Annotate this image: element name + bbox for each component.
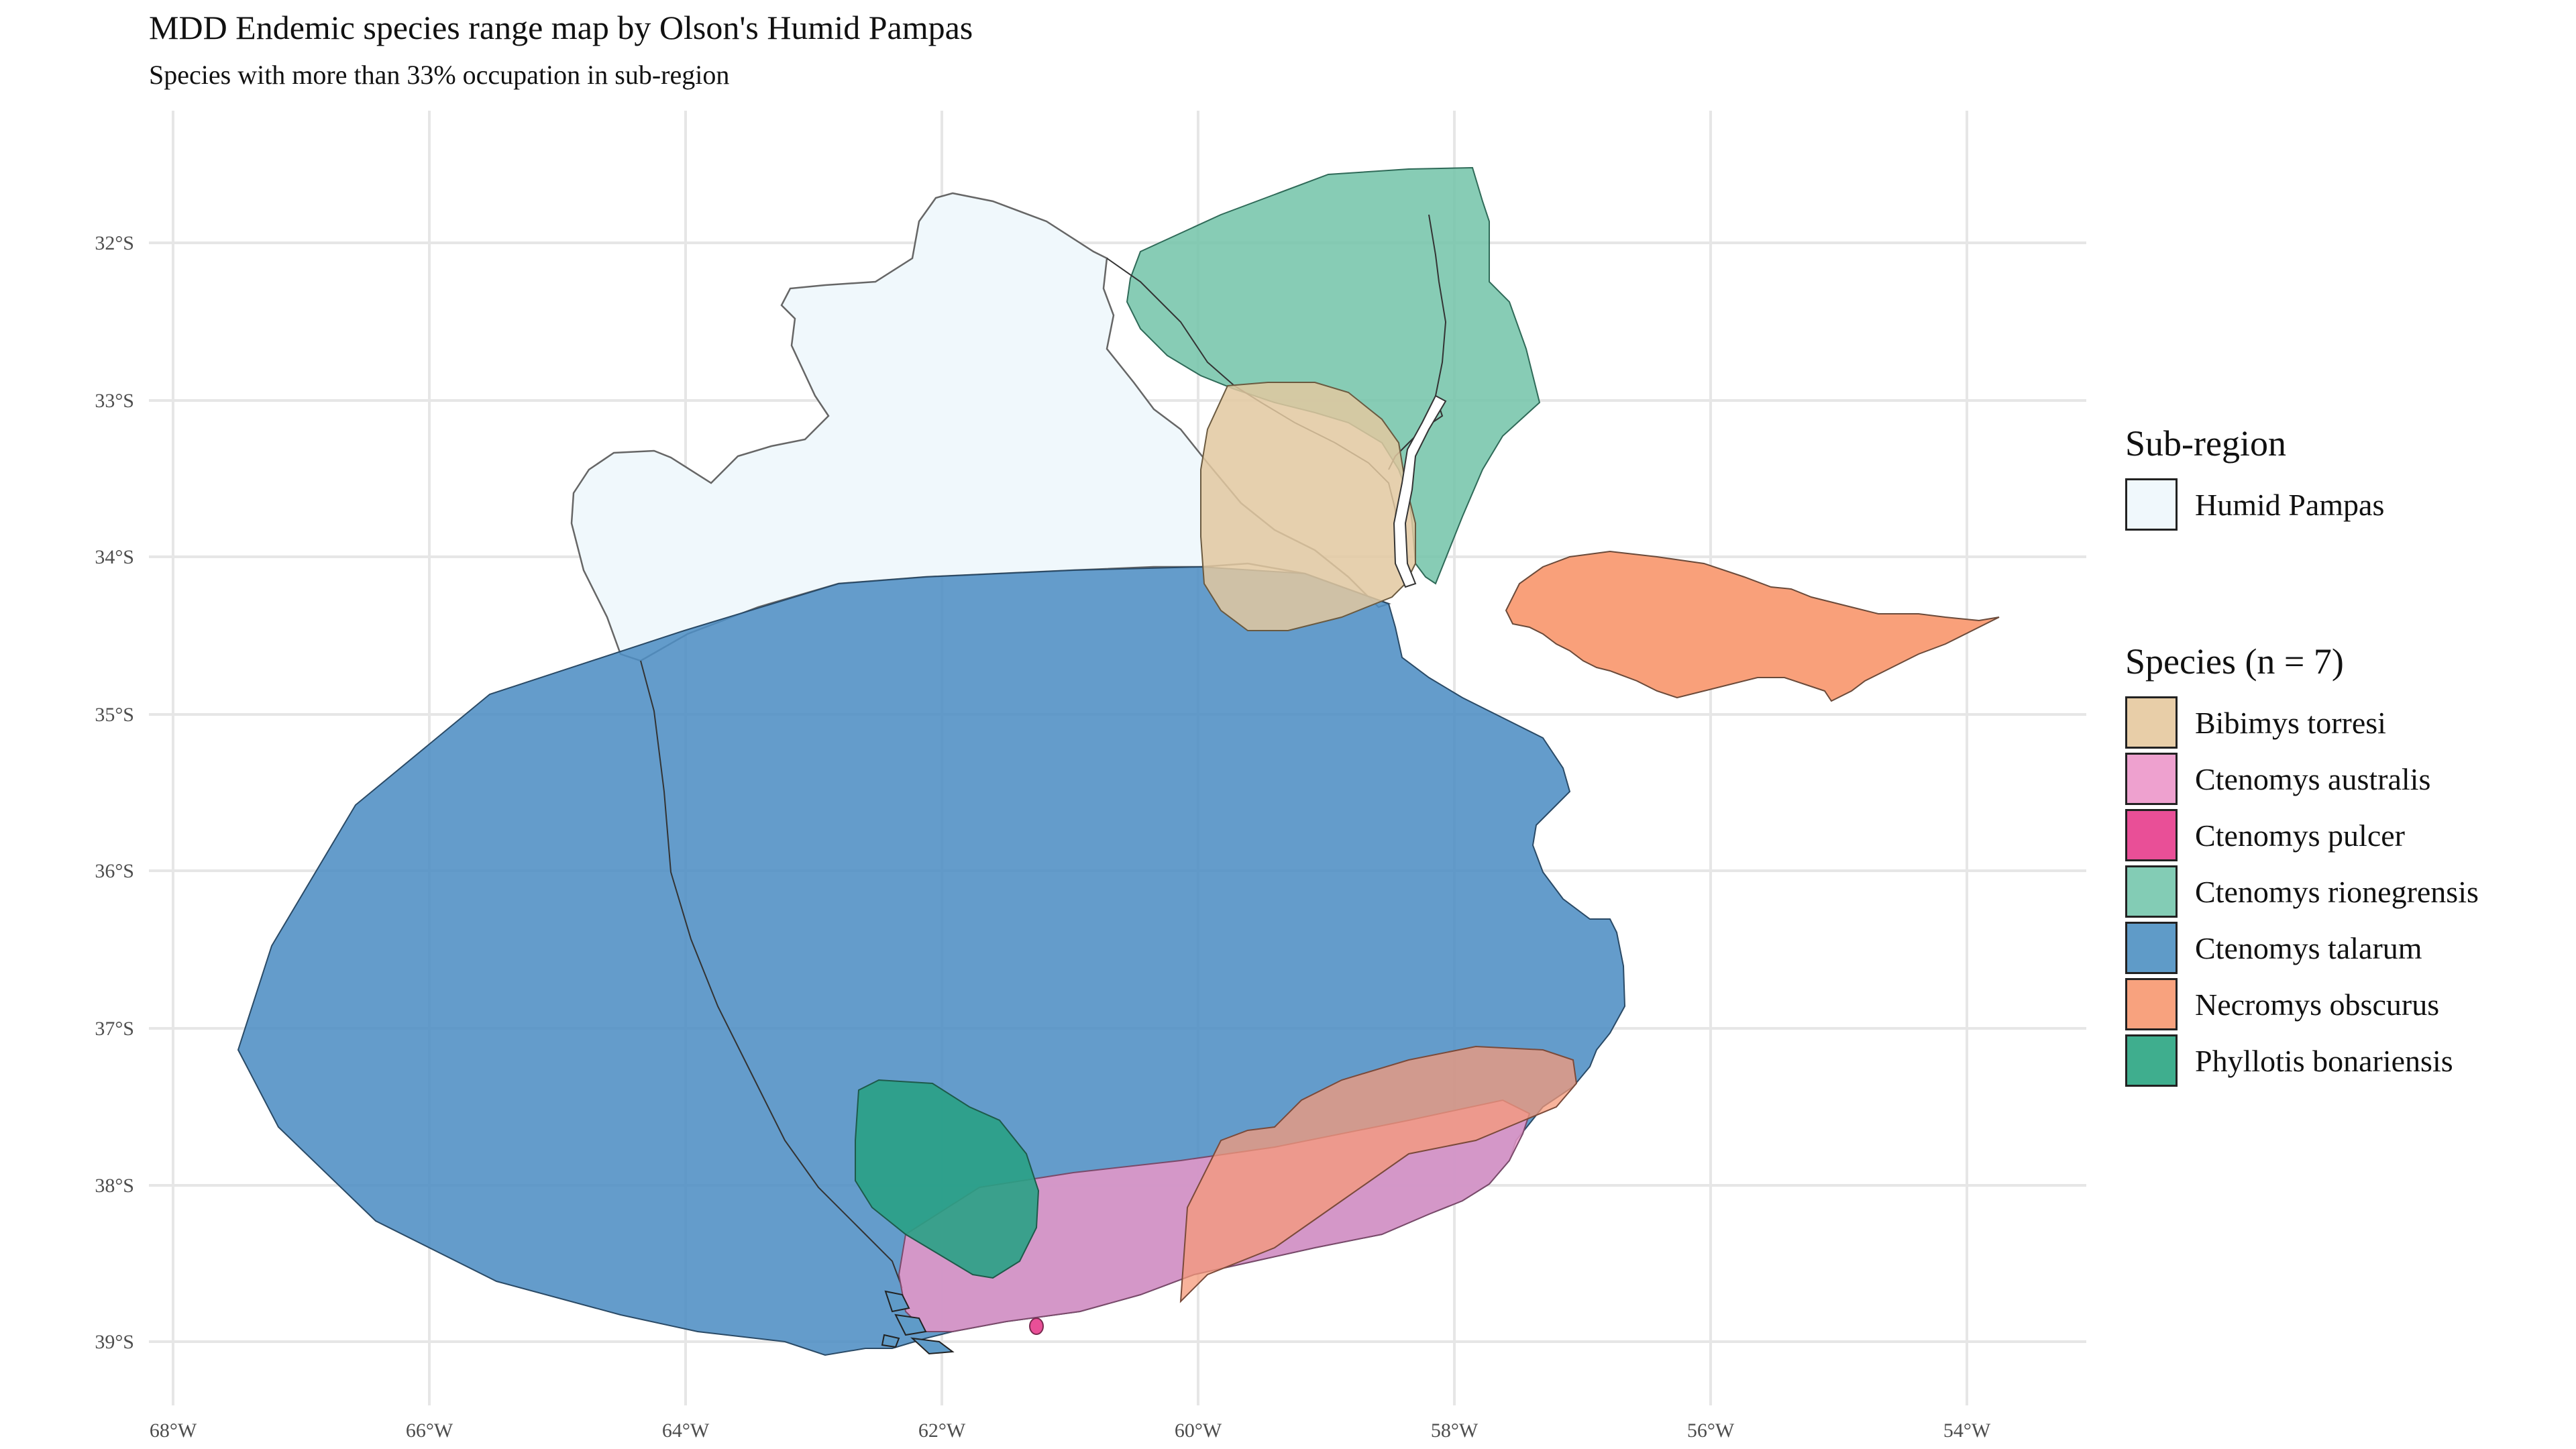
lat-tick-label: 39°S xyxy=(95,1331,134,1353)
legend-label: Phyllotis bonariensis xyxy=(2195,1043,2453,1078)
lon-tick-label: 62°W xyxy=(918,1419,966,1442)
lat-tick-labels: 32°S 33°S 34°S 35°S 36°S 37°S 38°S 39°S xyxy=(95,232,134,1353)
range-ctenomys-rionegrensis xyxy=(1126,166,1541,585)
lat-tick-label: 32°S xyxy=(95,232,134,254)
legend-swatch xyxy=(2125,922,2178,974)
lat-tick-label: 35°S xyxy=(95,704,134,726)
lon-tick-label: 58°W xyxy=(1431,1419,1479,1442)
map-title: MDD Endemic species range map by Olson's… xyxy=(149,9,973,46)
legend-item-humid-pampas: Humid Pampas xyxy=(2125,476,2384,533)
lon-tick-label: 54°W xyxy=(1943,1419,1991,1442)
lon-tick-label: 66°W xyxy=(406,1419,453,1442)
lat-tick-label: 38°S xyxy=(95,1175,134,1197)
legend-item-phyllotis-bonariensis: Phyllotis bonariensis xyxy=(2125,1032,2479,1089)
parana-delta xyxy=(1393,394,1447,588)
legend-label: Ctenomys talarum xyxy=(2195,930,2422,965)
legend-label: Necromys obscurus xyxy=(2195,987,2440,1022)
range-necromys-obscurus-north xyxy=(1505,550,2000,702)
lat-tick-label: 34°S xyxy=(95,546,134,568)
legend-swatch xyxy=(2125,696,2178,749)
lon-tick-label: 56°W xyxy=(1687,1419,1735,1442)
legend-swatch xyxy=(2125,865,2178,918)
legend-subregion-title: Sub-region xyxy=(2125,423,2286,464)
legend-species-title: Species (n = 7) xyxy=(2125,641,2344,682)
legend-label: Ctenomys pulcer xyxy=(2195,818,2405,853)
lon-tick-label: 64°W xyxy=(662,1419,710,1442)
map-subtitle: Species with more than 33% occupation in… xyxy=(149,60,730,90)
legend-swatch xyxy=(2125,753,2178,805)
legend-swatch xyxy=(2125,978,2178,1030)
lat-tick-label: 33°S xyxy=(95,390,134,412)
legend-item-ctenomys-talarum: Ctenomys talarum xyxy=(2125,920,2479,976)
legend-subregion: Sub-region Humid Pampas xyxy=(2125,423,2384,533)
legend-item-ctenomys-australis: Ctenomys australis xyxy=(2125,751,2479,807)
legend-swatch xyxy=(2125,1034,2178,1087)
legend-label: Ctenomys australis xyxy=(2195,761,2431,796)
range-necromys-obscurus-south xyxy=(1179,1045,1578,1303)
legend-label: Humid Pampas xyxy=(2195,487,2385,522)
lon-tick-label: 60°W xyxy=(1175,1419,1222,1442)
legend-label: Bibimys torresi xyxy=(2195,705,2386,740)
range-ctenomys-pulcer xyxy=(1029,1318,1044,1335)
legend-item-ctenomys-pulcer: Ctenomys pulcer xyxy=(2125,807,2479,863)
legend-item-ctenomys-rionegrensis: Ctenomys rionegrensis xyxy=(2125,863,2479,920)
legend-species: Species (n = 7) Bibimys torresi Ctenomys… xyxy=(2125,641,2479,1089)
lat-tick-label: 36°S xyxy=(95,860,134,882)
legend-item-necromys-obscurus: Necromys obscurus xyxy=(2125,976,2479,1032)
legend-label: Ctenomys rionegrensis xyxy=(2195,874,2479,909)
range-phyllotis-bonariensis xyxy=(855,1079,1040,1279)
legend-swatch xyxy=(2125,478,2178,531)
lat-tick-label: 37°S xyxy=(95,1018,134,1040)
bahia-blanca-islands xyxy=(881,1290,955,1355)
lon-tick-labels: 68°W 66°W 64°W 62°W 60°W 58°W 56°W 54°W xyxy=(150,1419,1991,1442)
lon-tick-label: 68°W xyxy=(150,1419,197,1442)
range-bibimys-torresi xyxy=(1200,382,1416,631)
region-inner-boundary xyxy=(640,660,903,1289)
legend-item-bibimys-torresi: Bibimys torresi xyxy=(2125,694,2479,751)
legend-swatch xyxy=(2125,809,2178,861)
